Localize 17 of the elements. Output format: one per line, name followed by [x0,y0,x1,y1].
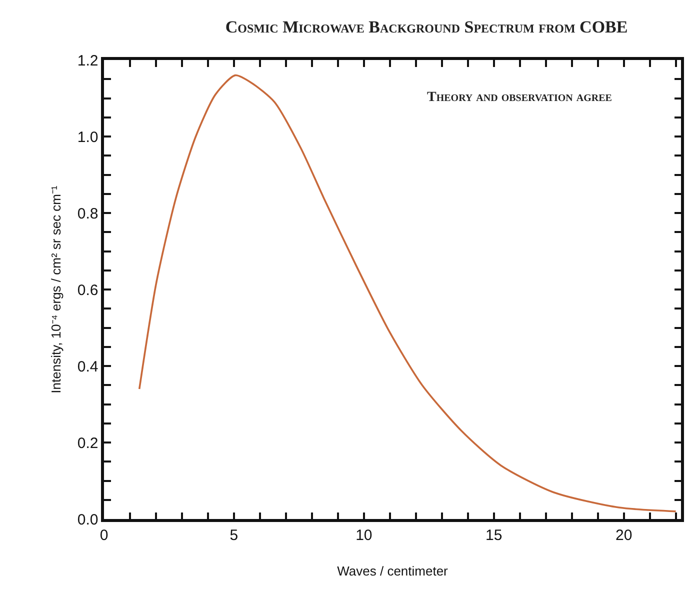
annotation: Theory and observation agree [427,90,612,105]
x-tick-label: 15 [486,526,502,544]
x-tick-label: 5 [230,526,238,544]
y-tick-label: 1.2 [77,52,98,70]
y-tick-label: 0.8 [77,205,98,222]
y-tick-label: 1.0 [77,128,98,146]
x-tick-label: 20 [615,526,632,544]
chart-title: Cosmic Microwave Background Spectrum from COBE [225,18,628,37]
y-tick-label: 0.6 [77,282,98,299]
line-series [138,74,677,512]
y-tick-label: 0.4 [77,358,98,376]
y-axis-title: Intensity, 10⁻⁴ ergs / cm² sr sec cm⁻¹ [48,185,64,394]
y-tick-label: 0.0 [77,511,98,528]
x-tick-label: 10 [356,526,372,544]
y-tick-label: 0.2 [77,434,98,452]
x-axis-title: Waves / centimeter [337,563,449,578]
x-tick-label: 0 [100,526,108,544]
